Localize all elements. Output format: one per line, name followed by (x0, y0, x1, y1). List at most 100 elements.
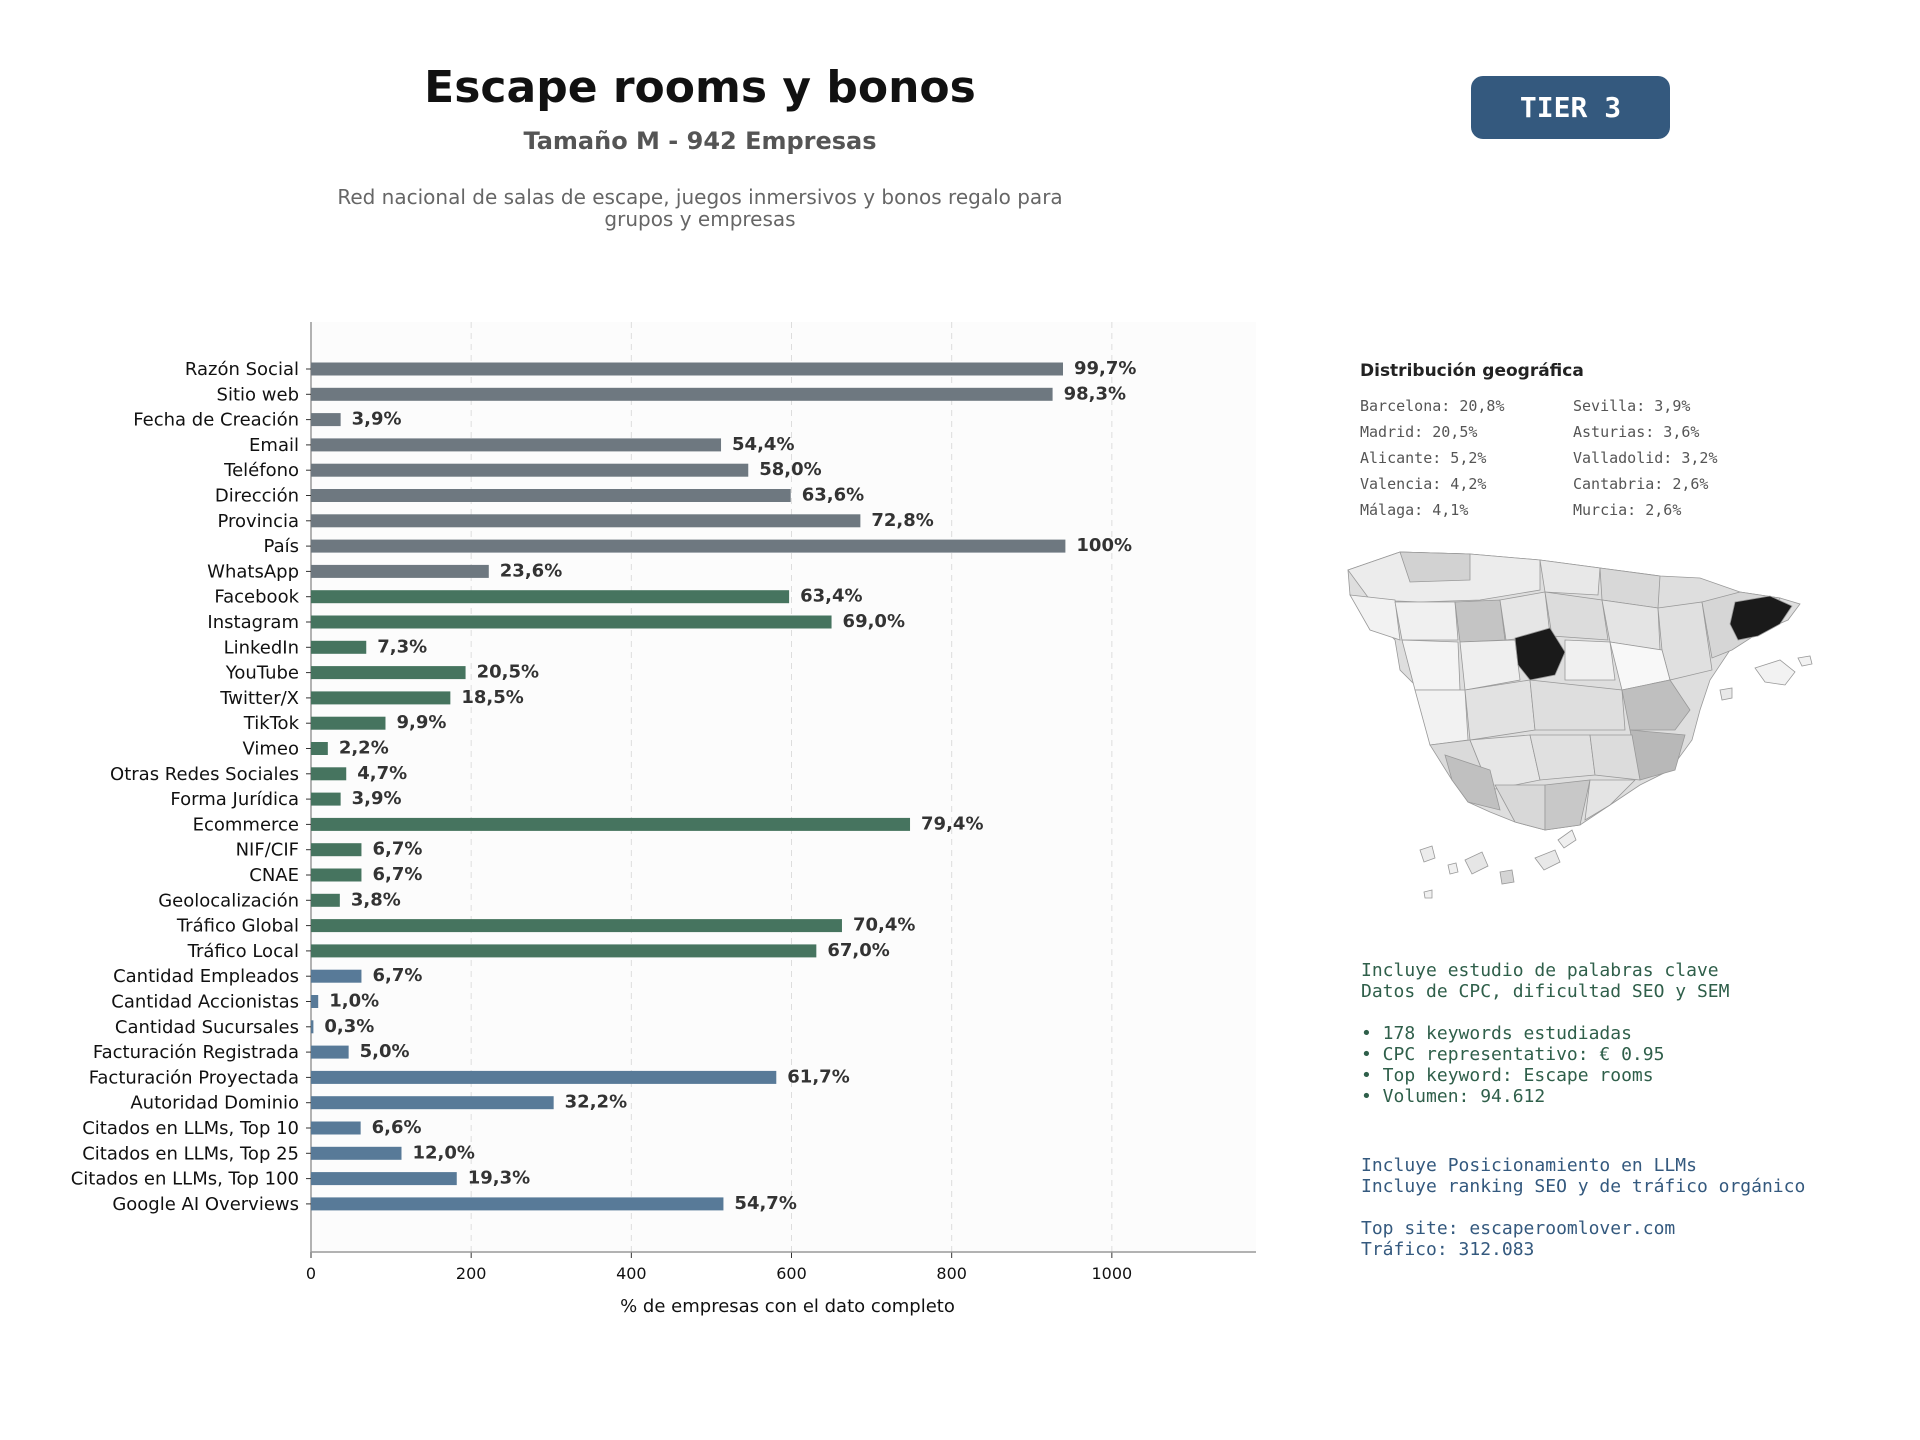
bar (311, 387, 1053, 401)
data-label: 61,7% (787, 1066, 849, 1087)
geo-item: Málaga: 4,1% (1360, 501, 1469, 519)
bar (311, 1197, 724, 1211)
bar (311, 362, 1063, 376)
data-label: 4,7% (357, 763, 407, 784)
category-label: CNAE (249, 865, 299, 886)
bar (311, 893, 340, 907)
bar (311, 742, 328, 755)
map-region (1529, 679, 1626, 731)
bar-chart: 0 200 400 600 800 1000 Razón Social 99,7% Sitio … (71, 322, 1256, 1317)
map-canary (1499, 869, 1515, 885)
bar (311, 666, 466, 680)
data-label: 0,3% (324, 1016, 374, 1037)
category-label: Facturación Registrada (93, 1042, 299, 1063)
map-region (1657, 601, 1713, 681)
category-label: WhatsApp (207, 561, 299, 582)
bar (311, 944, 817, 958)
data-label: 9,9% (396, 712, 446, 733)
geo-item: Madrid: 20,5% (1360, 423, 1478, 441)
category-label: Fecha de Creación (133, 410, 299, 431)
map-balearic (1719, 687, 1733, 701)
map-region (1459, 639, 1521, 691)
chart-description: Red nacional de salas de escape, juegos … (320, 186, 1080, 230)
seo-info: Incluye estudio de palabras clave Datos … (1361, 960, 1729, 1107)
geo-item: Barcelona: 20,8% (1360, 397, 1505, 415)
bar (311, 969, 362, 983)
geo-item: Cantabria: 2,6% (1573, 475, 1709, 493)
map-canary (1419, 845, 1436, 863)
seo-line: Incluye estudio de palabras clave (1361, 960, 1719, 981)
seo-bullet: • 178 keywords estudiadas (1361, 1023, 1632, 1044)
data-label: 54,4% (732, 434, 794, 455)
map-balearic (1754, 659, 1796, 686)
data-label: 32,2% (565, 1092, 627, 1113)
bar (311, 1070, 777, 1084)
map-region (1564, 639, 1616, 681)
data-label: 3,9% (352, 409, 402, 430)
map-balearic (1797, 655, 1813, 667)
category-label: Cantidad Sucursales (115, 1017, 299, 1038)
category-label: Cantidad Empleados (113, 966, 299, 987)
description-line-2: grupos y empresas (604, 207, 796, 231)
map-region (1399, 551, 1471, 583)
map-region (1401, 639, 1461, 691)
data-label: 5,0% (360, 1041, 410, 1062)
data-label: 1,0% (329, 991, 379, 1012)
map-region (1621, 679, 1691, 731)
data-label: 7,3% (377, 636, 427, 657)
category-label: Tráfico Global (176, 916, 299, 937)
map-region (1544, 591, 1609, 641)
spain-map (1347, 551, 1813, 899)
category-label: Citados en LLMs, Top 25 (82, 1143, 299, 1164)
data-label: 98,3% (1064, 383, 1126, 404)
category-label: Provincia (217, 511, 299, 532)
seo-bullet: • Top keyword: Escape rooms (1361, 1065, 1654, 1086)
category-label: LinkedIn (224, 637, 299, 658)
category-label: Otras Redes Sociales (110, 764, 299, 785)
map-region (1544, 779, 1591, 831)
bar (311, 716, 386, 730)
data-label: 23,6% (500, 560, 562, 581)
llm-info: Incluye Posicionamiento en LLMs Incluye … (1361, 1155, 1805, 1260)
bar (311, 1172, 457, 1186)
bar (311, 564, 489, 578)
map-region (1529, 734, 1596, 781)
llm-line: Incluye ranking SEO y de tráfico orgánic… (1361, 1176, 1806, 1197)
bar (311, 489, 791, 502)
data-label: 3,9% (352, 788, 402, 809)
category-label: País (264, 536, 299, 557)
data-label: 12,0% (412, 1142, 474, 1163)
map-region (1414, 689, 1469, 746)
llm-line: Incluye Posicionamiento en LLMs (1361, 1155, 1697, 1176)
category-label: Geolocalización (158, 890, 299, 911)
map-region (1349, 594, 1401, 641)
category-label: Razón Social (185, 359, 299, 380)
category-label: Email (249, 435, 299, 456)
category-label: Citados en LLMs, Top 10 (82, 1118, 299, 1139)
category-label: Facturación Proyectada (89, 1067, 299, 1088)
x-tick-label: 400 (616, 1264, 647, 1283)
data-label: 6,6% (372, 1117, 422, 1138)
bar (311, 514, 861, 528)
category-label: Twitter/X (219, 688, 299, 709)
x-tick-label: 0 (306, 1264, 316, 1283)
category-label: Teléfono (223, 460, 299, 481)
data-label: 2,2% (339, 738, 389, 759)
category-label: Ecommerce (193, 814, 299, 835)
bar (311, 817, 911, 831)
bar (311, 792, 341, 806)
data-label: 58,0% (759, 459, 821, 480)
data-label: 63,4% (800, 586, 862, 607)
chart-title: Escape rooms y bonos (424, 62, 976, 113)
x-tick-label: 600 (776, 1264, 807, 1283)
bar (311, 640, 367, 654)
data-label: 67,0% (827, 940, 889, 961)
map-canary (1557, 829, 1577, 849)
bar (311, 615, 832, 629)
geo-item: Asturias: 3,6% (1573, 423, 1700, 441)
category-label: TikTok (243, 713, 300, 734)
category-label: Sitio web (217, 384, 299, 405)
data-label: 6,7% (372, 864, 422, 885)
data-label: 99,7% (1074, 358, 1136, 379)
bar (311, 413, 341, 427)
